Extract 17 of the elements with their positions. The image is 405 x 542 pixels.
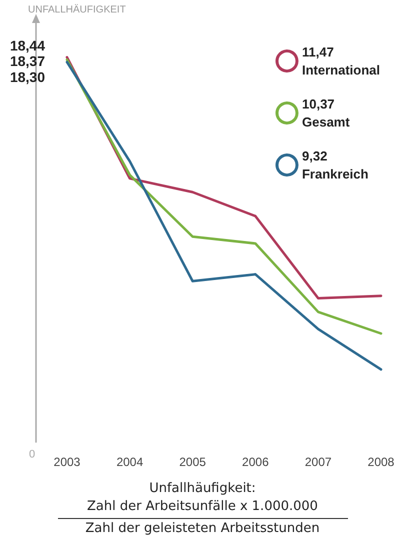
data-label: 18,37 xyxy=(10,53,46,70)
text: Zahl der geleisteten Arbeitsstunden xyxy=(84,520,321,538)
legend-label: 10,37 Gesamt xyxy=(302,96,350,130)
data-label: 18,30 xyxy=(10,69,46,86)
legend-label: 9,32 Frankreich xyxy=(302,148,369,182)
x-tick-label: 2005 xyxy=(179,455,206,469)
y-axis-title: UNFALLHÄUFIGKEIT xyxy=(28,4,126,16)
x-tick-label: 2003 xyxy=(54,455,81,469)
legend-label: 11,47 International xyxy=(302,44,380,78)
x-tick-label: 2008 xyxy=(368,455,395,469)
text: Unfallhäufigkeit: xyxy=(148,480,257,498)
data-label: 18,44 xyxy=(10,37,46,54)
x-tick-label: 2004 xyxy=(116,455,144,469)
x-tick-label: 2006 xyxy=(242,455,270,469)
text: Zahl der Arbeitsunfälle x 1.000.000 xyxy=(86,498,319,516)
text: 0 xyxy=(29,448,36,460)
x-tick-label: 2007 xyxy=(304,455,332,469)
